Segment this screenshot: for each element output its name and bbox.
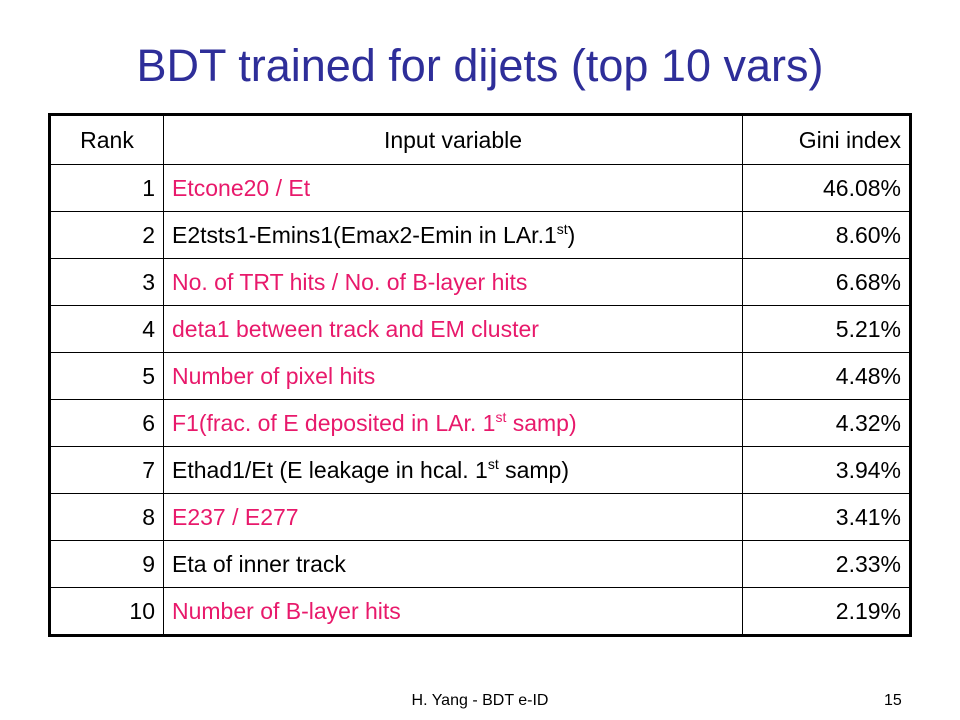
footer-author: H. Yang - BDT e-ID bbox=[411, 692, 549, 709]
rank-cell: 1 bbox=[49, 164, 164, 212]
page-number: 15 bbox=[884, 692, 902, 709]
header-cell: Gini index bbox=[742, 114, 911, 165]
gini-cell: 46.08% bbox=[742, 164, 911, 212]
gini-cell: 3.94% bbox=[742, 446, 911, 494]
variable-cell: Number of B-layer hits bbox=[163, 587, 743, 636]
variable-cell: Etcone20 / Et bbox=[163, 164, 743, 212]
variable-cell: E2tsts1-Emins1(Emax2-Emin in LAr.1st) bbox=[163, 211, 743, 259]
rank-cell: 5 bbox=[49, 352, 164, 400]
variable-text: Eta of inner track bbox=[172, 550, 346, 577]
variable-text: F1(frac. of E deposited in LAr. 1 bbox=[172, 409, 496, 436]
variable-text: Number of B-layer hits bbox=[172, 597, 401, 624]
table-row: 10 Number of B-layer hits 2.19% bbox=[49, 587, 911, 636]
table-row: 9 Eta of inner track 2.33% bbox=[49, 540, 911, 588]
table-row: 4 deta1 between track and EM cluster 5.21% bbox=[49, 305, 911, 353]
variable-cell: F1(frac. of E deposited in LAr. 1st samp… bbox=[163, 399, 743, 447]
rank-cell: 7 bbox=[49, 446, 164, 494]
table-row: 1 Etcone20 / Et 46.08% bbox=[49, 164, 911, 212]
rank-cell: 4 bbox=[49, 305, 164, 353]
variable-cell: E237 / E277 bbox=[163, 493, 743, 541]
rank-cell: 10 bbox=[49, 587, 164, 636]
rank-cell: 3 bbox=[49, 258, 164, 306]
variable-text: No. of TRT hits / No. of B-layer hits bbox=[172, 268, 528, 295]
table-row: 7 Ethad1/Et (E leakage in hcal. 1st samp)… bbox=[49, 446, 911, 494]
gini-cell: 4.32% bbox=[742, 399, 911, 447]
gini-cell: 8.60% bbox=[742, 211, 911, 259]
rank-cell: 8 bbox=[49, 493, 164, 541]
superscript: st bbox=[487, 455, 499, 472]
variable-text: Number of pixel hits bbox=[172, 362, 376, 389]
header-cell: Rank bbox=[49, 114, 164, 165]
gini-cell: 4.48% bbox=[742, 352, 911, 400]
variable-text: samp) bbox=[498, 456, 569, 483]
header-cell: Input variable bbox=[163, 114, 743, 165]
table-row: 8 E237 / E277 3.41% bbox=[49, 493, 911, 541]
variable-text: ) bbox=[567, 221, 576, 248]
table-row: 3 No. of TRT hits / No. of B-layer hits 6.… bbox=[49, 258, 911, 306]
variable-text: deta1 between track and EM cluster bbox=[172, 315, 539, 342]
variable-cell: Number of pixel hits bbox=[163, 352, 743, 400]
gini-cell: 2.33% bbox=[742, 540, 911, 588]
variable-cell: deta1 between track and EM cluster bbox=[163, 305, 743, 353]
variable-text: Ethad1/Et (E leakage in hcal. 1 bbox=[172, 456, 488, 483]
gini-cell: 3.41% bbox=[742, 493, 911, 541]
superscript: st bbox=[556, 220, 568, 237]
gini-cell: 5.21% bbox=[742, 305, 911, 353]
table-row: 6 F1(frac. of E deposited in LAr. 1st sam… bbox=[49, 399, 911, 447]
rank-cell: 2 bbox=[49, 211, 164, 259]
variable-text: samp) bbox=[506, 409, 577, 436]
superscript: st bbox=[495, 408, 507, 425]
variable-text: E237 / E277 bbox=[172, 503, 299, 530]
variable-text: E2tsts1-Emins1(Emax2-Emin in LAr.1 bbox=[172, 221, 557, 248]
variable-cell: Eta of inner track bbox=[163, 540, 743, 588]
rank-cell: 6 bbox=[49, 399, 164, 447]
slide-title: BDT trained for dijets (top 10 vars) bbox=[136, 40, 824, 91]
ranking-table: Rank Input variable Gini index 1 Etcone20… bbox=[48, 113, 912, 637]
gini-cell: 6.68% bbox=[742, 258, 911, 306]
variable-text: Etcone20 / Et bbox=[172, 174, 311, 201]
rank-cell: 9 bbox=[49, 540, 164, 588]
table-row: 5 Number of pixel hits 4.48% bbox=[49, 352, 911, 400]
variable-cell: No. of TRT hits / No. of B-layer hits bbox=[163, 258, 743, 306]
variable-cell: Ethad1/Et (E leakage in hcal. 1st samp) bbox=[163, 446, 743, 494]
gini-cell: 2.19% bbox=[742, 587, 911, 636]
table-row: 2 E2tsts1-Emins1(Emax2-Emin in LAr.1st) 8.… bbox=[49, 211, 911, 259]
header-row: Rank Input variable Gini index bbox=[49, 114, 911, 165]
